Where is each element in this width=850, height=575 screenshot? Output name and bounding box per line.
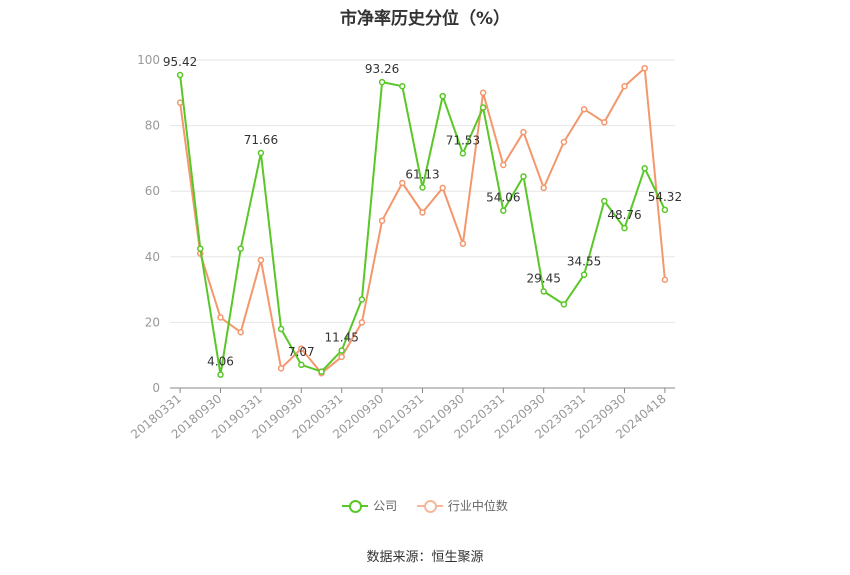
- legend-marker-icon: [416, 499, 443, 513]
- industry-point: [479, 89, 487, 97]
- industry-line: [179, 67, 666, 375]
- legend: 公司 行业中位数: [0, 497, 850, 516]
- y-tick-label: 80: [145, 119, 160, 133]
- industry-point: [439, 184, 446, 192]
- y-tick-label: 100: [137, 53, 160, 67]
- industry-point: [500, 161, 507, 169]
- legend-marker-icon: [342, 499, 369, 513]
- company-point: [459, 150, 467, 157]
- y-tick-label: 20: [145, 315, 160, 329]
- industry-point: [601, 119, 608, 126]
- company-point: [560, 301, 568, 308]
- company-data-label: 11.45: [325, 330, 359, 344]
- company-data-label: 71.66: [244, 133, 278, 147]
- industry-point: [338, 353, 345, 361]
- company-point: [257, 149, 265, 157]
- company-point: [520, 173, 527, 180]
- y-tick-label: 40: [145, 250, 160, 264]
- industry-point: [176, 99, 184, 106]
- company-point: [217, 371, 224, 378]
- company-point: [197, 245, 204, 252]
- company-point: [580, 271, 588, 278]
- industry-point: [217, 314, 224, 321]
- source-note: 数据来源：恒生聚源: [366, 550, 484, 565]
- company-point: [176, 71, 184, 79]
- company-point: [399, 82, 406, 90]
- industry-point: [459, 240, 467, 247]
- industry-point: [358, 319, 366, 326]
- company-data-label: 61.13: [405, 167, 439, 181]
- industry-point: [378, 217, 386, 224]
- y-tick-label: 60: [145, 184, 160, 198]
- company-data-label: 7.07: [288, 345, 315, 359]
- industry-point: [540, 184, 547, 192]
- industry-point: [661, 276, 669, 284]
- industry-point: [560, 138, 568, 146]
- company-point: [237, 245, 244, 252]
- company-point: [318, 368, 325, 375]
- company-point: [621, 224, 628, 232]
- y-tick-label: 0: [152, 381, 160, 395]
- company-line: [179, 74, 666, 376]
- grid-lines: [170, 59, 675, 323]
- legend-label-company: 公司: [373, 499, 398, 513]
- company-data-label: 34.55: [567, 255, 601, 269]
- company-data-label: 93.26: [365, 62, 399, 76]
- company-point: [500, 207, 507, 214]
- company-point: [338, 347, 345, 354]
- company-data-label: 4.06: [207, 355, 234, 369]
- company-point: [641, 164, 648, 172]
- company-data-label: 29.45: [527, 271, 561, 285]
- legend-item-industry[interactable]: 行业中位数: [416, 497, 508, 514]
- industry-point: [257, 256, 265, 264]
- company-point: [419, 184, 426, 191]
- company-data-label: 48.76: [607, 208, 641, 222]
- company-point: [601, 197, 608, 205]
- company-point: [439, 92, 446, 100]
- company-data-label: 54.32: [648, 190, 682, 204]
- industry-point: [399, 179, 406, 187]
- company-data-label: 71.53: [446, 133, 480, 147]
- chart-title: 市净率历史分位（%）: [339, 9, 511, 29]
- legend-label-industry: 行业中位数: [447, 499, 508, 513]
- company-data-label: 54.06: [486, 191, 520, 205]
- data-labels: 95.42 4.06 71.66 7.07 11.45 93.26 61.13 71.53 54…: [163, 55, 682, 369]
- axes: 0204060801002018033120180930201903312019…: [128, 53, 675, 442]
- company-point: [540, 288, 547, 295]
- industry-point: [277, 365, 285, 372]
- company-point: [358, 296, 366, 303]
- company-point: [378, 78, 386, 86]
- industry-point: [621, 82, 628, 90]
- company-data-label: 95.42: [163, 55, 197, 69]
- company-point: [479, 104, 487, 111]
- industry-point: [419, 209, 426, 216]
- legend-item-company[interactable]: 公司: [342, 497, 397, 514]
- series-lines: [176, 64, 669, 378]
- industry-point: [237, 328, 244, 336]
- industry-point: [580, 105, 588, 113]
- company-point: [298, 361, 305, 369]
- industry-point: [641, 64, 648, 72]
- company-point: [661, 206, 669, 214]
- company-point: [277, 325, 285, 333]
- industry-point: [298, 345, 305, 352]
- industry-point: [520, 128, 527, 136]
